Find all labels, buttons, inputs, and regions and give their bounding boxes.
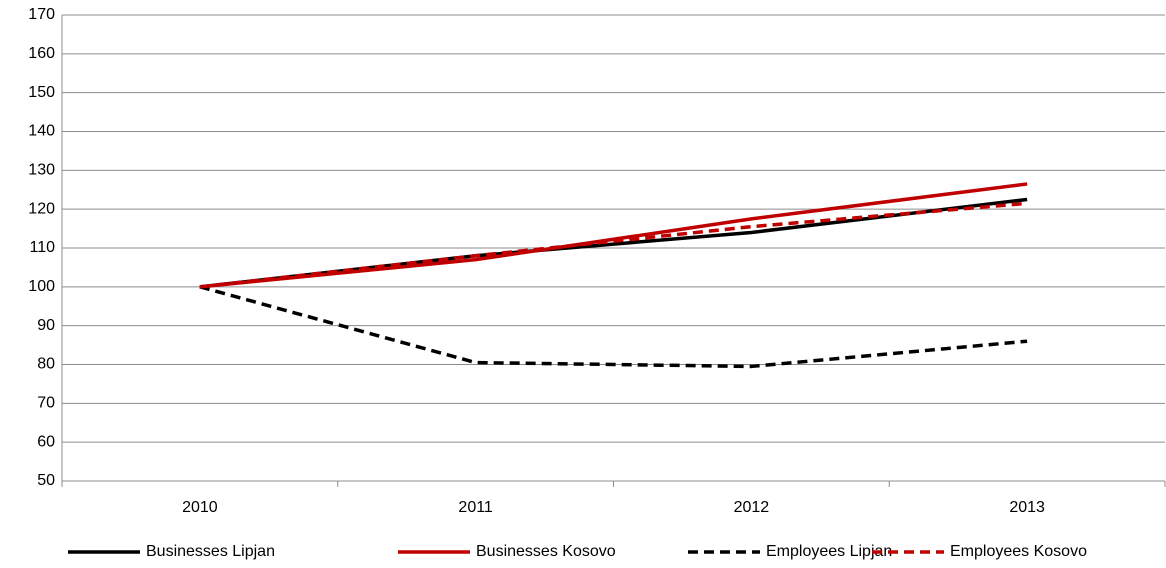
- y-tick-label: 140: [28, 123, 55, 140]
- legend-label: Employees Lipjan: [766, 543, 892, 560]
- series-line: [199, 285, 1028, 369]
- x-tick-label: 2010: [182, 499, 218, 516]
- legend-label: Employees Kosovo: [950, 543, 1087, 560]
- y-tick-label: 120: [28, 200, 55, 217]
- x-tick-label: 2011: [458, 499, 493, 516]
- y-tick-label: 150: [28, 84, 55, 101]
- y-tick-label: 60: [37, 433, 55, 450]
- x-tick-label: 2012: [734, 499, 770, 516]
- x-tick-label: 2013: [1009, 499, 1045, 516]
- legend-label: Businesses Lipjan: [146, 543, 275, 560]
- legend-label: Businesses Kosovo: [476, 543, 616, 560]
- series-line: [199, 182, 1028, 289]
- y-tick-label: 100: [28, 278, 55, 295]
- y-tick-label: 50: [37, 472, 55, 489]
- y-tick-label: 130: [28, 162, 55, 179]
- series-line: [199, 201, 1028, 289]
- y-tick-label: 110: [29, 239, 55, 256]
- y-tick-label: 160: [28, 45, 55, 62]
- y-tick-label: 80: [37, 356, 55, 373]
- y-tick-label: 70: [37, 395, 55, 412]
- y-tick-label: 170: [28, 6, 55, 23]
- y-tick-label: 90: [37, 317, 55, 334]
